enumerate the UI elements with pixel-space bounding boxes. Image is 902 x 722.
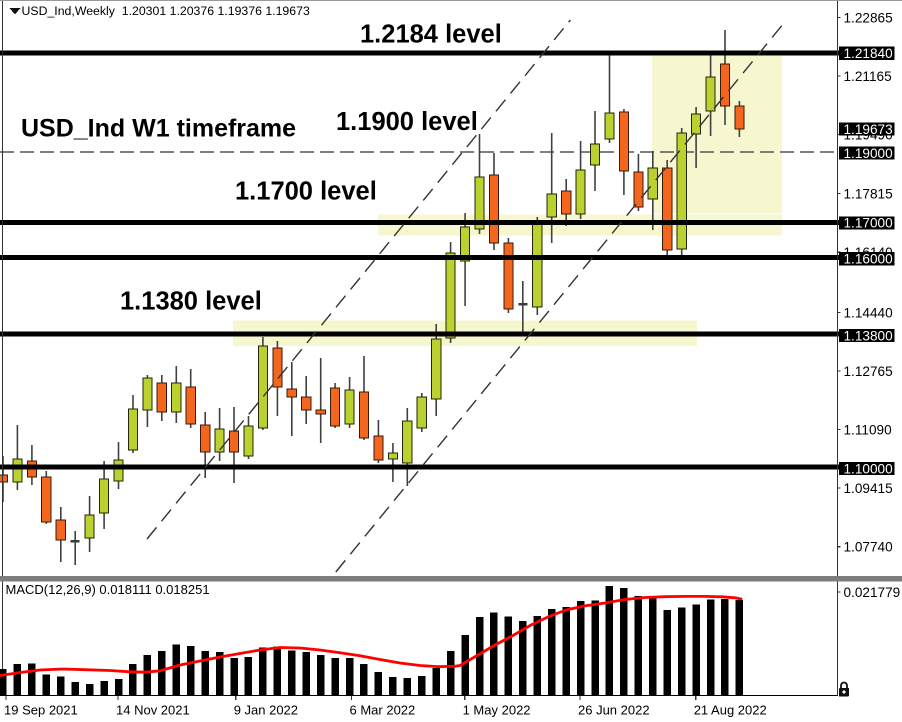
svg-text:1.17815: 1.17815 — [844, 187, 893, 202]
svg-text:1.19000: 1.19000 — [844, 146, 894, 161]
svg-text:1.14440: 1.14440 — [844, 305, 894, 320]
svg-text:1.1700 level: 1.1700 level — [235, 178, 377, 206]
svg-text:1.07740: 1.07740 — [844, 540, 894, 555]
svg-text:1.09415: 1.09415 — [844, 481, 893, 496]
svg-text:1.1380 level: 1.1380 level — [120, 288, 262, 316]
svg-text:1.11090: 1.11090 — [844, 423, 893, 438]
svg-text:1.17000: 1.17000 — [844, 216, 894, 231]
svg-text:1.10000: 1.10000 — [844, 461, 894, 476]
svg-text:USD_Ind W1 timeframe: USD_Ind W1 timeframe — [21, 115, 296, 143]
svg-text:1 May 2022: 1 May 2022 — [463, 703, 531, 718]
svg-text:1.19673: 1.19673 — [844, 122, 893, 137]
svg-text:1.13800: 1.13800 — [844, 328, 894, 343]
svg-text:26 Jun 2022: 26 Jun 2022 — [578, 703, 650, 718]
svg-text:1.2184 level: 1.2184 level — [360, 21, 502, 49]
svg-text:1.1900 level: 1.1900 level — [336, 108, 478, 136]
svg-text:1.21165: 1.21165 — [844, 69, 892, 84]
svg-text:1.16000: 1.16000 — [844, 252, 894, 267]
svg-text:1.22865: 1.22865 — [844, 11, 893, 26]
svg-text:MACD(12,26,9) 0.018111 0.01825: MACD(12,26,9) 0.018111 0.018251 — [6, 582, 210, 597]
svg-text:1.12765: 1.12765 — [844, 364, 893, 379]
svg-text:9 Jan 2022: 9 Jan 2022 — [234, 703, 298, 718]
svg-text:0.021779: 0.021779 — [844, 585, 901, 600]
svg-text:6 Mar 2022: 6 Mar 2022 — [350, 703, 416, 718]
svg-text:21 Aug 2022: 21 Aug 2022 — [694, 703, 767, 718]
svg-text:1.21840: 1.21840 — [844, 46, 894, 61]
svg-text:19 Sep 2021: 19 Sep 2021 — [4, 703, 78, 718]
svg-text:USD_Ind,Weekly 1.20301 1.2037: USD_Ind,Weekly 1.20301 1.20376 1.19376 1… — [22, 4, 310, 18]
svg-text:14 Nov 2021: 14 Nov 2021 — [116, 703, 190, 718]
